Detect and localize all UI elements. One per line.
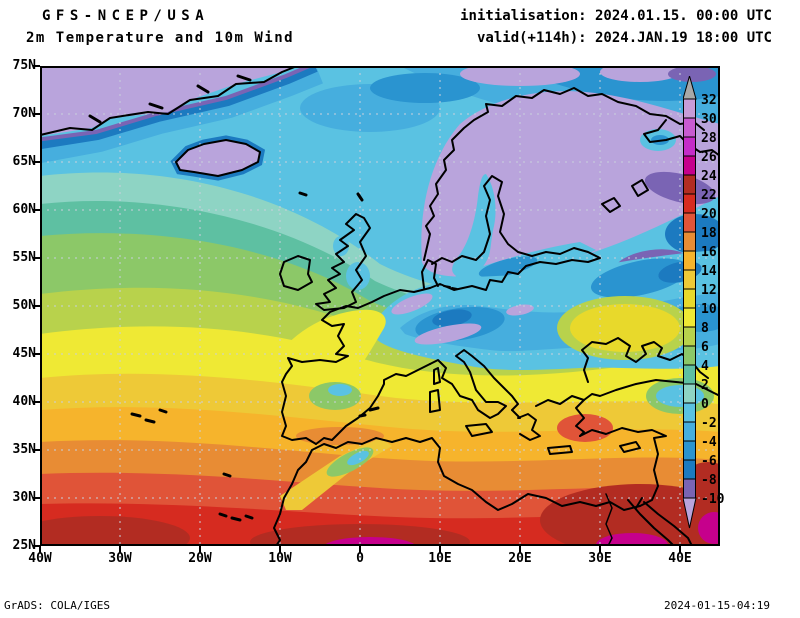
colorbar-segment [684, 175, 696, 194]
lon-tick-label: 10E [418, 552, 462, 566]
europe-temperature-map [40, 66, 720, 546]
lon-tick-mark [199, 546, 201, 553]
lon-tick-label: 10W [258, 552, 302, 566]
colorbar-segment [684, 346, 696, 365]
lon-tick-label: 20E [498, 552, 542, 566]
colorbar-segment [684, 422, 696, 441]
colorbar-segment [684, 99, 696, 118]
plot-title: 2m Temperature and 10m Wind [26, 30, 294, 46]
lat-tick-mark [33, 401, 40, 403]
lon-tick-mark [519, 546, 521, 553]
lon-tick-mark [119, 546, 121, 553]
colorbar-segment [684, 327, 696, 346]
colorbar-segment [684, 308, 696, 327]
map-area [40, 66, 720, 546]
lon-tick-label: 40W [18, 552, 62, 566]
lon-tick-mark [279, 546, 281, 553]
lat-tick-mark [33, 65, 40, 67]
lon-tick-label: 20W [178, 552, 222, 566]
colorbar-tick-label: -4 [701, 435, 717, 450]
lon-tick-label: 40E [658, 552, 702, 566]
lon-tick-mark [359, 546, 361, 553]
lon-tick-label: 30E [578, 552, 622, 566]
temperature-field [40, 66, 720, 546]
colorbar-segment [684, 460, 696, 479]
colorbar-tick-label: 2 [701, 378, 709, 393]
colorbar-segment [684, 403, 696, 422]
lat-tick-label: 60N [0, 203, 36, 217]
lat-tick-mark [33, 161, 40, 163]
colorbar-tick-label: 32 [701, 93, 717, 108]
colorbar-above-max-arrow [683, 76, 696, 99]
colorbar-tick-label: 0 [701, 397, 709, 412]
lat-tick-mark [33, 305, 40, 307]
lon-tick-mark [599, 546, 601, 553]
colorbar-tick-label: 20 [701, 207, 717, 222]
colorbar-tick-label: 26 [701, 150, 717, 165]
lon-tick-label: 0 [338, 552, 382, 566]
colorbar-segment [684, 232, 696, 251]
colorbar-tick-label: 16 [701, 245, 717, 260]
colorbar-tick-label: 12 [701, 283, 717, 298]
lon-tick-mark [39, 546, 41, 553]
colorbar-tick-label: -2 [701, 416, 717, 431]
colorbar-segment [684, 251, 696, 270]
lat-tick-label: 55N [0, 251, 36, 265]
lat-tick-label: 75N [0, 59, 36, 73]
lat-tick-label: 30N [0, 491, 36, 505]
lat-tick-label: 70N [0, 107, 36, 121]
creation-timestamp: 2024-01-15-04:19 [664, 599, 770, 612]
lat-tick-mark [33, 257, 40, 259]
colorbar-tick-label: 4 [701, 359, 709, 374]
colorbar-segment [684, 479, 696, 498]
colorbar-tick-label: 10 [701, 302, 717, 317]
grads-credit: GrADS: COLA/IGES [4, 599, 110, 612]
lat-tick-label: 45N [0, 347, 36, 361]
colorbar-segment [684, 441, 696, 460]
init-time-label: initialisation: 2024.01.15. 00:00 UTC [460, 8, 772, 24]
colorbar-tick-label: 6 [701, 340, 709, 355]
colorbar-segment [684, 213, 696, 232]
colorbar-segment [684, 194, 696, 213]
lat-tick-label: 40N [0, 395, 36, 409]
lon-tick-mark [679, 546, 681, 553]
lat-tick-label: 65N [0, 155, 36, 169]
colorbar-tick-label: 22 [701, 188, 717, 203]
colorbar-tick-label: 8 [701, 321, 709, 336]
colorbar-segment [684, 118, 696, 137]
colorbar-segment [684, 289, 696, 308]
lat-tick-mark [33, 497, 40, 499]
colorbar-tick-label: 30 [701, 112, 717, 127]
colorbar-segment [684, 365, 696, 384]
colorbar-svg: 32302826242220181614121086420-2-4-6-8-10 [683, 76, 743, 536]
lat-tick-label: 35N [0, 443, 36, 457]
colorbar-tick-label: 14 [701, 264, 717, 279]
lat-tick-mark [33, 353, 40, 355]
colorbar-tick-label: 24 [701, 169, 717, 184]
lon-tick-mark [439, 546, 441, 553]
colorbar-tick-label: -6 [701, 454, 717, 469]
lat-tick-mark [33, 209, 40, 211]
colorbar-tick-label: -10 [701, 492, 725, 507]
lat-tick-label: 50N [0, 299, 36, 313]
lat-tick-mark [33, 113, 40, 115]
model-title: GFS-NCEP/USA [42, 8, 209, 24]
colorbar-segment [684, 156, 696, 175]
weather-chart-page: GFS-NCEP/USA 2m Temperature and 10m Wind… [0, 0, 800, 618]
colorbar-tick-label: 18 [701, 226, 717, 241]
lat-tick-mark [33, 449, 40, 451]
colorbar-segment [684, 384, 696, 403]
colorbar-tick-label: 28 [701, 131, 717, 146]
lon-tick-label: 30W [98, 552, 142, 566]
colorbar-below-min-arrow [683, 498, 696, 528]
colorbar-tick-label: -8 [701, 473, 717, 488]
colorbar-segment [684, 270, 696, 289]
valid-time-label: valid(+114h): 2024.JAN.19 18:00 UTC [477, 30, 772, 46]
colorbar: 32302826242220181614121086420-2-4-6-8-10 [683, 76, 743, 540]
colorbar-segment [684, 137, 696, 156]
